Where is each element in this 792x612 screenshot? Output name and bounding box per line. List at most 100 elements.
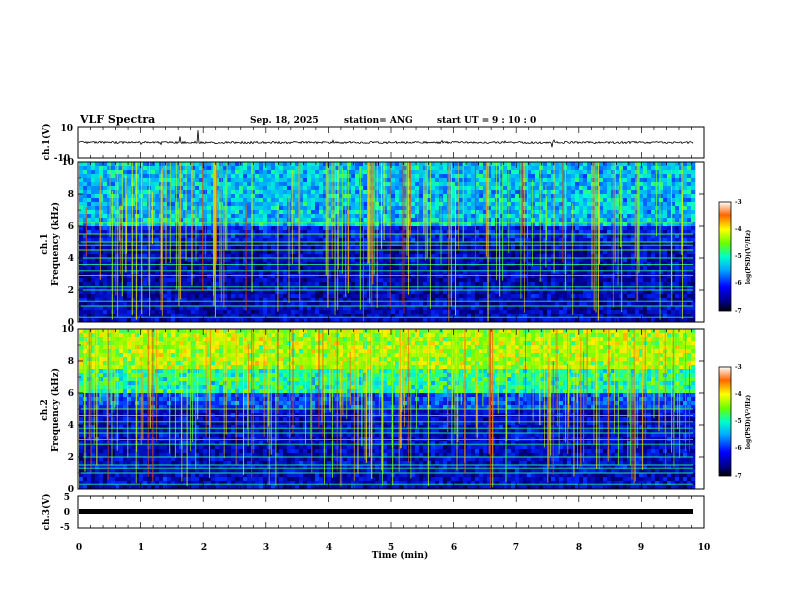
ch1-spectrogram-cell <box>407 222 412 227</box>
ch1-spectrogram-cell <box>147 318 152 323</box>
ch1-spectrogram-cell <box>363 210 368 215</box>
ch1-spectrogram-cell <box>83 182 88 187</box>
ch1-spectrogram-cell <box>239 202 244 207</box>
ch1-spectrogram-cell <box>515 226 520 231</box>
ch1-spectrogram-cell <box>247 182 252 187</box>
ch1-spectrogram-cell <box>363 310 368 315</box>
ch1-spectrogram-cell <box>499 222 504 227</box>
ch1-spectrogram-cell <box>431 210 436 215</box>
ch1-spectrogram-cell <box>547 174 552 179</box>
ch1-spectrogram-cell <box>243 298 248 303</box>
ch1-spectrogram-cell <box>547 290 552 295</box>
ch1-spectrogram-cell <box>299 234 304 239</box>
ch1-spectrogram-cell <box>523 198 528 203</box>
ch1-spectrogram-cell <box>103 306 108 311</box>
ch1-spectrogram-cell <box>179 294 184 299</box>
ch1-spectrogram-cell <box>403 162 408 167</box>
ch1-spectrogram-cell <box>275 226 280 231</box>
ch1-spectrogram-cell <box>243 166 248 171</box>
ch1-spectrogram-cell <box>443 238 448 243</box>
ch1-spectrogram-cell <box>279 274 284 279</box>
ch1-spectrogram-cell <box>179 314 184 319</box>
ch1-spectrogram-cell <box>527 206 532 211</box>
ch1-spectrogram-cell <box>359 202 364 207</box>
ch1-spectrogram-cell <box>135 270 140 275</box>
ch1-spectrogram-cell <box>187 274 192 279</box>
ch1-spectrogram-cell <box>535 314 540 319</box>
ch1-spectrogram-cell <box>175 210 180 215</box>
ch1-spectrogram-cell <box>559 278 564 283</box>
ch1-spectrogram-cell <box>539 194 544 199</box>
ch1-spectrogram-cell <box>419 218 424 223</box>
ch1-spectrogram-cell <box>267 302 272 307</box>
ch1-spectrogram-cell <box>175 218 180 223</box>
ch1-spectrogram-cell <box>475 242 480 247</box>
ch1-spectrogram-cell <box>463 282 468 287</box>
ch1-spectrogram-cell <box>499 234 504 239</box>
ch1-spectrogram-cell <box>103 294 108 299</box>
ch1-spectrogram-cell <box>235 246 240 251</box>
ch1-spectrogram-cell <box>555 210 560 215</box>
ch1-spectrogram-cell <box>403 242 408 247</box>
ch1-spectrogram-cell <box>107 194 112 199</box>
ch1-spectrogram-cell <box>387 278 392 283</box>
ch1-spectrogram-cell <box>175 190 180 195</box>
ch1-spectrogram-cell <box>83 166 88 171</box>
ch1-spectrogram-cell <box>275 170 280 175</box>
ch1-spectrogram-cell <box>395 258 400 263</box>
ch1-spectrogram-cell <box>83 214 88 219</box>
ch1-spectrogram-cell <box>535 210 540 215</box>
ch1-spectrogram-cell <box>547 302 552 307</box>
ch1-spectrogram-cell <box>139 314 144 319</box>
ch1-spectrogram-cell <box>507 286 512 291</box>
ch1-spectrogram-cell <box>83 314 88 319</box>
ch1-spectrogram-cell <box>307 214 312 219</box>
ch1-spectrogram-cell <box>87 278 92 283</box>
ch1-spectrogram-cell <box>339 190 344 195</box>
ch1-spectrogram-cell <box>163 310 168 315</box>
ch1-spectrogram-cell <box>331 234 336 239</box>
ch1-spectrogram-cell <box>87 250 92 255</box>
ch1-spectrogram-cell <box>131 222 136 227</box>
ch1-spectrogram-cell <box>143 254 148 259</box>
ch1-spectrogram-cell <box>183 302 188 307</box>
ch1-spectrogram-cell <box>399 182 404 187</box>
ch1-spectrogram-cell <box>251 194 256 199</box>
ch1-spectrogram-cell <box>87 310 92 315</box>
ch1-spectrogram-cell <box>231 242 236 247</box>
ch1-spectrogram-cell <box>503 214 508 219</box>
ch1-spectrogram-cell <box>231 274 236 279</box>
ch1-spectrogram-cell <box>239 242 244 247</box>
ch1-spectrogram-cell <box>371 298 376 303</box>
ch1-spectrogram-cell <box>167 190 172 195</box>
ch1-spectrogram-cell <box>527 222 532 227</box>
ch1-spectrogram-cell <box>311 218 316 223</box>
ch1-spectrogram-cell <box>83 254 88 259</box>
ch1-spectrogram-cell <box>199 198 204 203</box>
ch1-spectrogram-cell <box>135 278 140 283</box>
ch1-spectrogram-cell <box>243 266 248 271</box>
ch1-spectrogram-cell <box>235 242 240 247</box>
ch1-spectrogram-cell <box>499 206 504 211</box>
ch1-spectrogram-cell <box>119 234 124 239</box>
ch1-spectrogram-cell <box>547 298 552 303</box>
ch1-spectrogram-cell <box>343 294 348 299</box>
ch1-spectrogram-cell <box>259 182 264 187</box>
ch1-spectrogram-cell <box>487 210 492 215</box>
ch1-spectrogram-cell <box>551 314 556 319</box>
ch1-spectrogram-cell <box>203 294 208 299</box>
ch1-spectrogram-cell <box>119 274 124 279</box>
ch1-spectrogram-cell <box>191 310 196 315</box>
ch1-spectrogram-cell <box>91 298 96 303</box>
ch1-spectrogram-cell <box>239 258 244 263</box>
ch1-spectrogram-cell <box>495 198 500 203</box>
ch1-spectrogram-cell <box>251 198 256 203</box>
ch1-spectrogram-cell <box>443 214 448 219</box>
ch1-spectrogram-cell <box>359 270 364 275</box>
ch1-spectrogram-cell <box>555 238 560 243</box>
ch1-spectrogram-cell <box>227 170 232 175</box>
ch1-spectrogram-cell <box>443 302 448 307</box>
ch1-spectrogram-cell <box>559 242 564 247</box>
ch1-spectrogram-cell <box>311 222 316 227</box>
ch1-spectrogram-cell <box>267 234 272 239</box>
